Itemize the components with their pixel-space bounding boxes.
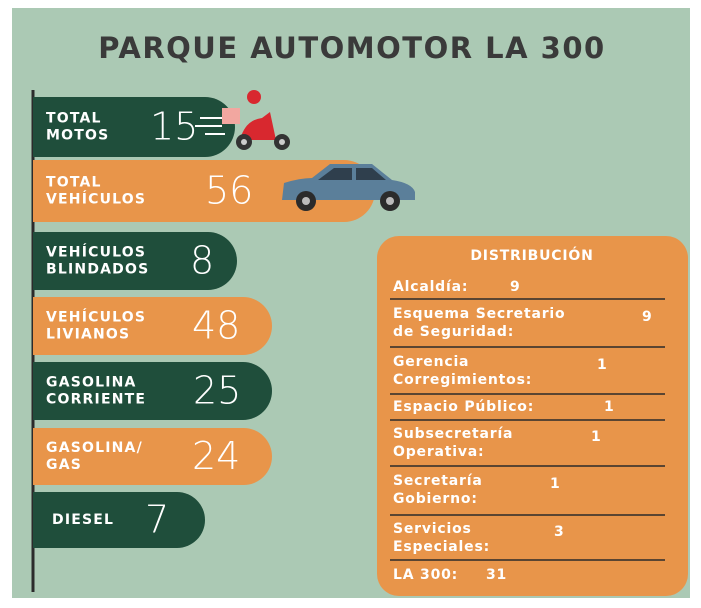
item-value: 48 bbox=[192, 304, 240, 348]
row-label: Alcaldía: bbox=[393, 279, 468, 295]
item-value: 24 bbox=[192, 434, 240, 478]
row-value: 3 bbox=[554, 524, 565, 540]
row-value: 31 bbox=[486, 567, 507, 583]
row-value: 9 bbox=[642, 309, 653, 325]
row-label: LA 300: bbox=[393, 567, 458, 583]
row-label: Corregimientos: bbox=[393, 372, 532, 388]
item-label: MOTOS bbox=[46, 128, 109, 144]
row-label: Secretaría bbox=[393, 473, 483, 489]
row-value: 1 bbox=[597, 357, 608, 373]
item-label: TOTAL bbox=[46, 111, 102, 127]
row-label: Gerencia bbox=[393, 354, 469, 370]
item-label: VEHÍCULOS bbox=[46, 244, 146, 261]
item-value: 8 bbox=[190, 239, 214, 283]
item-value: 7 bbox=[145, 498, 169, 542]
row-label: Subsecretaría bbox=[393, 426, 513, 442]
row-label: Operativa: bbox=[393, 444, 484, 460]
item-label: GAS bbox=[46, 457, 82, 473]
scooter-icon bbox=[195, 90, 290, 150]
pill bbox=[33, 160, 375, 222]
item-label: TOTAL bbox=[46, 175, 102, 191]
row-label: de Seguridad: bbox=[393, 324, 514, 340]
item-value: 25 bbox=[193, 369, 241, 413]
item-label: DIESEL bbox=[52, 512, 114, 528]
pill bbox=[33, 428, 272, 485]
distribution-box bbox=[377, 236, 688, 596]
pill bbox=[33, 362, 272, 420]
pill bbox=[33, 232, 237, 290]
row-label: Gobierno: bbox=[393, 491, 478, 507]
item-value: 15 bbox=[150, 105, 198, 149]
item-label: GASOLINA/ bbox=[46, 440, 143, 456]
row-value: 1 bbox=[550, 476, 561, 492]
item-label: VEHÍCULOS bbox=[46, 309, 146, 326]
item-label: BLINDADOS bbox=[46, 262, 149, 278]
row-value: 1 bbox=[591, 429, 602, 445]
row-value: 9 bbox=[510, 279, 521, 295]
title: PARQUE AUTOMOTOR LA 300 bbox=[98, 31, 605, 65]
row-value: 1 bbox=[604, 399, 615, 415]
item-label: GASOLINA bbox=[46, 375, 137, 391]
row-label: Espacio Público: bbox=[393, 399, 534, 415]
pill bbox=[33, 97, 235, 157]
item-label: CORRIENTE bbox=[46, 392, 146, 408]
pill bbox=[33, 297, 272, 355]
row-label: Esquema Secretario bbox=[393, 306, 565, 322]
item-label: LIVIANOS bbox=[46, 327, 130, 343]
item-value: 56 bbox=[205, 169, 253, 213]
pill bbox=[33, 492, 205, 548]
car-icon bbox=[282, 164, 415, 211]
row-label: Servicios bbox=[393, 521, 472, 537]
item-label: VEHÍCULOS bbox=[46, 191, 146, 208]
row-label: Especiales: bbox=[393, 539, 490, 555]
distribution-title: DISTRIBUCIÓN bbox=[470, 246, 593, 264]
